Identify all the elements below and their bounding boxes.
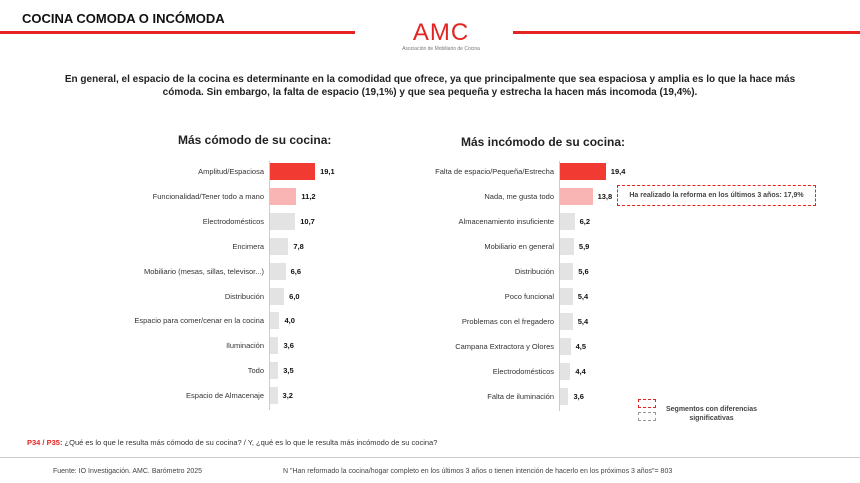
chart-title-incomodo: Más incómodo de su cocina: xyxy=(461,135,626,149)
bar-label: Funcionalidad/Tener todo a mano xyxy=(152,191,264,201)
logo-text: AMC xyxy=(412,19,470,46)
bar-value: 3,6 xyxy=(283,341,294,351)
axis-line xyxy=(269,161,270,410)
bar-value: 4,4 xyxy=(575,367,586,376)
bar xyxy=(560,338,571,355)
footer-divider xyxy=(0,457,860,458)
bar xyxy=(560,213,575,230)
legend-swatch-gray xyxy=(638,412,656,421)
logo-subtitle: Asociación de Mobiliario de Cocina xyxy=(402,46,480,52)
bar-label: Electrodomésticos xyxy=(492,367,554,376)
bar-value: 3,6 xyxy=(573,392,584,401)
title-rule-left xyxy=(0,31,355,34)
bar xyxy=(560,238,574,255)
bar-label: Problemas con el fregadero xyxy=(461,317,554,326)
bar xyxy=(560,163,606,180)
intro-text: En general, el espacio de la cocina es d… xyxy=(64,74,796,98)
bar-value: 19,1 xyxy=(320,167,335,176)
bar xyxy=(560,313,573,330)
legend-swatch-red xyxy=(638,399,656,408)
bar-label: Espacio para comer/cenar en la cocina xyxy=(134,316,264,326)
bar xyxy=(560,388,569,405)
bar-value: 11,2 xyxy=(301,191,316,201)
bar-label: Encimera xyxy=(232,241,264,251)
bar-value: 6,6 xyxy=(290,266,301,276)
bar-label: Distribución xyxy=(514,267,554,276)
bar-label: Electrodomésticos xyxy=(202,216,264,226)
bar-label: Distribución xyxy=(224,291,264,301)
bar-value: 6,2 xyxy=(579,217,591,226)
bar xyxy=(270,362,279,380)
bar-value: 4,5 xyxy=(575,342,587,351)
title-rule-right xyxy=(513,31,860,34)
bar xyxy=(270,163,316,180)
bar xyxy=(560,188,593,205)
footer-source: Fuente: IO Investigación. AMC. Barómetro… xyxy=(53,468,203,475)
question-code: P34 / P35: xyxy=(27,438,63,447)
bar xyxy=(270,237,289,255)
bar xyxy=(270,337,279,355)
bar xyxy=(270,212,296,230)
bar-label: Poco funcional xyxy=(504,292,554,301)
bar-value: 5,4 xyxy=(577,317,589,326)
bar xyxy=(270,387,278,405)
bar-value: 4,0 xyxy=(284,316,295,326)
bar xyxy=(560,263,574,280)
bar-label: Todo xyxy=(247,366,264,376)
bar-label: Falta de iluminación xyxy=(487,392,554,401)
bar xyxy=(560,363,571,380)
bar-value: 6,0 xyxy=(289,291,300,301)
bar-label: Espacio de Almacenaje xyxy=(186,391,264,401)
bar-label: Almacenamiento insuficiente xyxy=(458,217,554,226)
bar-value: 7,8 xyxy=(293,241,304,251)
bar-value: 5,9 xyxy=(578,242,590,251)
bar-value: 5,6 xyxy=(578,267,589,276)
bar-label: Mobiliario (mesas, sillas, televisor...) xyxy=(143,266,264,276)
legend-text: Segmentos con diferencias significativas xyxy=(665,406,758,422)
bar-label: Falta de espacio/Pequeña/Estrecha xyxy=(435,167,554,176)
bar-value: 3,2 xyxy=(282,391,293,401)
page-title: COCINA COMODA O INCÓMODA xyxy=(22,11,225,26)
axis-line xyxy=(559,161,560,411)
bar-value: 13,8 xyxy=(597,192,613,201)
bar xyxy=(270,312,280,330)
bar xyxy=(270,262,286,280)
bar-value: 10,7 xyxy=(300,216,315,226)
amc-logo: AMC Asociación de Mobiliario de Cocina xyxy=(396,19,486,53)
bar xyxy=(560,288,573,305)
question-body: ¿Qué es lo que le resulta más cómodo de … xyxy=(62,438,438,447)
bar-label: Mobiliario en general xyxy=(484,242,554,251)
reform-note: Ha realizado la reforma en los últimos 3… xyxy=(617,185,816,206)
footer-base: N "Han reformado la cocina/hogar complet… xyxy=(283,468,673,475)
bar-value: 5,4 xyxy=(577,292,589,301)
question-text: P34 / P35: ¿Qué es lo que le resulta más… xyxy=(27,438,437,447)
bar-label: Amplitud/Espaciosa xyxy=(198,167,264,176)
bar-label: Nada, me gusta todo xyxy=(484,192,554,201)
bar-value: 3,5 xyxy=(283,366,294,376)
bar-value: 19,4 xyxy=(610,167,626,176)
chart-title-comodo: Más cómodo de su cocina: xyxy=(178,133,332,147)
bar xyxy=(270,187,297,205)
bar-label: Campana Extractora y Olores xyxy=(455,342,554,351)
bar xyxy=(270,287,285,305)
bar-label: Iluminación xyxy=(226,341,264,351)
